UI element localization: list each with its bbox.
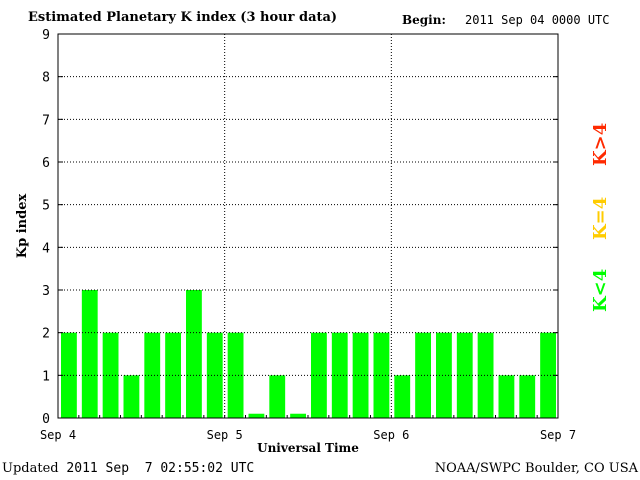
bar — [415, 332, 431, 418]
bar — [248, 413, 265, 418]
y-tick-label: 4 — [42, 241, 50, 256]
x-tick-label: Sep 6 — [373, 428, 409, 442]
bar — [61, 332, 77, 418]
bar — [81, 290, 98, 418]
y-tick-label: 8 — [42, 71, 50, 86]
bar — [269, 375, 286, 418]
x-axis-label: Universal Time — [257, 441, 359, 455]
updated-timestamp: Updated 2011 Sep 7 02:55:02 UTC — [2, 461, 254, 476]
y-tick-label: 1 — [42, 369, 50, 384]
bar — [498, 375, 515, 418]
x-tick-label: Sep 5 — [207, 428, 243, 442]
legend-k-below-4: K<4 — [590, 268, 611, 312]
y-tick-label: 5 — [42, 199, 50, 214]
begin-value: 2011 Sep 04 0000 UTC — [465, 13, 610, 27]
bar — [123, 375, 140, 418]
bar — [331, 332, 348, 418]
y-tick-label: 9 — [42, 28, 50, 43]
source-credit: NOAA/SWPC Boulder, CO USA — [434, 461, 638, 476]
chart-title: Estimated Planetary K index (3 hour data… — [28, 10, 338, 25]
bar — [311, 332, 327, 418]
bar — [290, 413, 306, 418]
bar — [102, 332, 119, 418]
y-tick-label: 7 — [42, 113, 50, 128]
bar — [165, 332, 181, 418]
y-axis-label: Kp index — [15, 194, 30, 259]
y-tick-label: 0 — [42, 412, 50, 427]
y-tick-label: 3 — [42, 284, 50, 299]
legend-k-equal-4: K=4 — [590, 196, 611, 240]
bar — [477, 332, 494, 418]
bar — [540, 332, 556, 418]
bar — [519, 375, 536, 418]
bar — [394, 375, 411, 418]
bar — [456, 332, 473, 418]
bar — [352, 332, 369, 418]
legend-k-above-4: K>4 — [590, 122, 611, 166]
y-tick-label: 2 — [42, 327, 50, 342]
bar — [144, 332, 161, 418]
begin-label: Begin: — [402, 13, 446, 27]
bar — [436, 332, 452, 418]
updated-value: 2011 Sep 7 02:55:02 UTC — [66, 461, 255, 476]
updated-label: Updated — [2, 461, 59, 476]
y-tick-label: 6 — [42, 156, 50, 171]
x-tick-label: Sep 4 — [40, 428, 76, 442]
x-tick-label: Sep 7 — [540, 428, 576, 442]
bar — [373, 332, 390, 418]
bar — [186, 290, 202, 418]
